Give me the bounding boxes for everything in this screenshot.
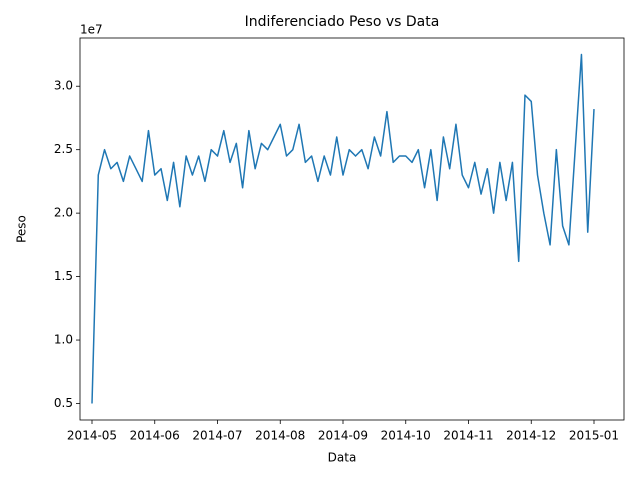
y-tick-label: 1.0 — [54, 333, 73, 347]
x-tick-label: 2015-01 — [569, 429, 619, 443]
y-tick-label: 0.5 — [54, 396, 73, 410]
x-tick-label: 2014-10 — [381, 429, 431, 443]
x-tick-label: 2014-05 — [67, 429, 117, 443]
x-axis-label: Data — [328, 451, 357, 465]
x-tick-label: 2014-12 — [506, 429, 556, 443]
y-tick-label: 2.0 — [54, 206, 73, 220]
x-tick-label: 2014-06 — [130, 429, 180, 443]
axes-frame — [79, 37, 625, 421]
x-tick-label: 2014-11 — [443, 429, 493, 443]
x-tick-label: 2014-08 — [255, 429, 305, 443]
y-tick-label: 2.5 — [54, 142, 73, 156]
data-line — [91, 53, 595, 404]
y-axis-label: Peso — [15, 215, 29, 243]
x-tick-label: 2014-09 — [318, 429, 368, 443]
y-offset-label: 1e7 — [80, 23, 103, 37]
chart-title: Indiferenciado Peso vs Data — [245, 14, 440, 30]
y-tick-label: 1.5 — [54, 269, 73, 283]
x-tick-label: 2014-07 — [192, 429, 242, 443]
y-tick-label: 3.0 — [54, 79, 73, 93]
